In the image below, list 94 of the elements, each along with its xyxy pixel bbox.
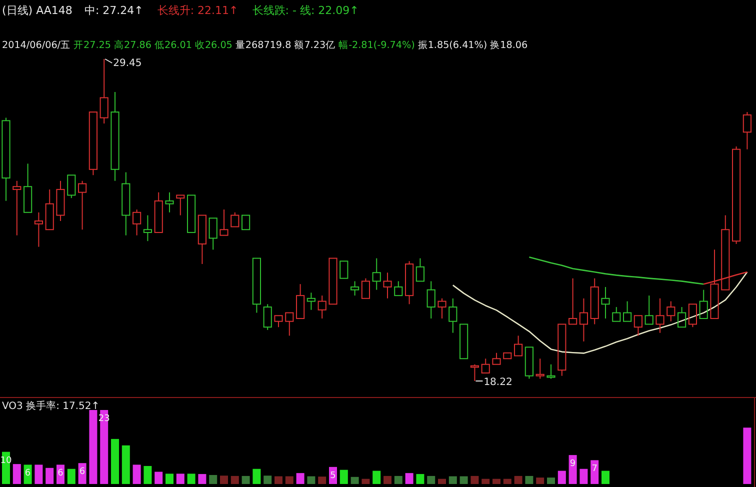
candlestick bbox=[405, 260, 414, 305]
bar bbox=[274, 476, 282, 484]
data-label: 6 bbox=[24, 468, 31, 479]
candlestick bbox=[34, 212, 43, 248]
candlestick bbox=[132, 209, 142, 236]
candlestick bbox=[656, 298, 664, 334]
data-label: 5 bbox=[330, 470, 336, 481]
candlestick bbox=[122, 172, 130, 236]
data-label: 6 bbox=[58, 468, 64, 479]
bar bbox=[568, 455, 577, 484]
candlestick bbox=[306, 292, 316, 310]
text: 幅-2.81(-9.74%) bbox=[338, 39, 415, 51]
bar bbox=[590, 460, 599, 484]
bar bbox=[122, 445, 130, 484]
bar bbox=[492, 478, 500, 484]
bar bbox=[12, 464, 21, 484]
bar bbox=[198, 474, 206, 484]
text: 长线升: 22.11↑ bbox=[157, 4, 238, 17]
bar bbox=[154, 472, 163, 484]
text: 额7.23亿 bbox=[294, 39, 336, 51]
candlestick bbox=[165, 192, 174, 213]
candlestick bbox=[318, 295, 326, 319]
text: 中: 27.24↑ bbox=[84, 4, 144, 17]
text: 长线跌: - 线: 22.09↑ bbox=[252, 4, 359, 17]
bar bbox=[67, 468, 76, 484]
bar bbox=[405, 473, 414, 484]
bar bbox=[602, 470, 610, 484]
candlestick bbox=[383, 272, 392, 299]
candlestick bbox=[372, 258, 381, 290]
candlestick bbox=[742, 112, 752, 150]
candlestick bbox=[438, 298, 446, 319]
bar bbox=[340, 470, 348, 484]
bar bbox=[558, 470, 566, 484]
bar bbox=[448, 476, 457, 484]
bar bbox=[252, 468, 261, 484]
bar bbox=[285, 476, 294, 484]
bar bbox=[89, 410, 98, 484]
bar bbox=[350, 476, 359, 484]
chart-title: VO3 换手率: 17.52↑ bbox=[2, 400, 100, 412]
bar bbox=[372, 470, 381, 484]
text: 低26.01 bbox=[154, 40, 192, 51]
annotation: 18.22 bbox=[484, 377, 512, 388]
candlestick bbox=[579, 298, 588, 342]
bar bbox=[470, 476, 479, 484]
bar bbox=[427, 476, 436, 484]
chart-title: (日线) AA148 bbox=[2, 4, 72, 17]
bar bbox=[264, 476, 272, 484]
bar bbox=[525, 476, 534, 484]
bar bbox=[438, 478, 446, 484]
bar bbox=[514, 476, 522, 484]
candlestick bbox=[143, 214, 152, 242]
bar bbox=[176, 474, 184, 484]
bar bbox=[187, 474, 196, 484]
text: 高27.86 bbox=[114, 39, 152, 51]
bar bbox=[166, 474, 174, 484]
annotation: 29.45 bbox=[113, 58, 142, 69]
data-label: 7 bbox=[592, 464, 598, 474]
bar bbox=[580, 468, 588, 484]
candlestick bbox=[263, 304, 272, 330]
bar bbox=[296, 473, 304, 484]
bar bbox=[242, 476, 250, 484]
bar bbox=[307, 476, 316, 484]
bar bbox=[318, 476, 326, 484]
bar bbox=[111, 438, 119, 484]
bar bbox=[460, 476, 468, 484]
text: 振1.85(6.41%) bbox=[418, 39, 488, 51]
bar bbox=[209, 474, 218, 484]
candlestick bbox=[110, 91, 120, 182]
bar bbox=[503, 478, 512, 484]
bar bbox=[394, 476, 402, 484]
bar bbox=[144, 466, 152, 484]
bar bbox=[547, 478, 555, 484]
bar bbox=[230, 476, 239, 484]
text: 2014/06/06/五 bbox=[2, 40, 71, 51]
bar bbox=[536, 478, 544, 484]
data-label: 9 bbox=[570, 459, 576, 470]
bar bbox=[220, 476, 228, 484]
candlestick bbox=[601, 286, 610, 319]
candlestick bbox=[426, 280, 436, 319]
text: 量268719.8 bbox=[235, 40, 292, 51]
text: 换18.06 bbox=[490, 39, 528, 51]
candlestick bbox=[448, 298, 458, 334]
bar bbox=[384, 476, 392, 484]
data-label: 6 bbox=[79, 467, 86, 478]
bar bbox=[362, 478, 370, 484]
text: 开27.25 bbox=[74, 40, 111, 51]
text: 收26.05 bbox=[194, 40, 232, 51]
candlestick bbox=[732, 146, 741, 244]
bar bbox=[416, 474, 424, 484]
bar bbox=[34, 464, 43, 484]
bar bbox=[743, 428, 752, 484]
bar bbox=[132, 464, 141, 484]
bar bbox=[482, 478, 490, 484]
bar bbox=[46, 468, 54, 484]
